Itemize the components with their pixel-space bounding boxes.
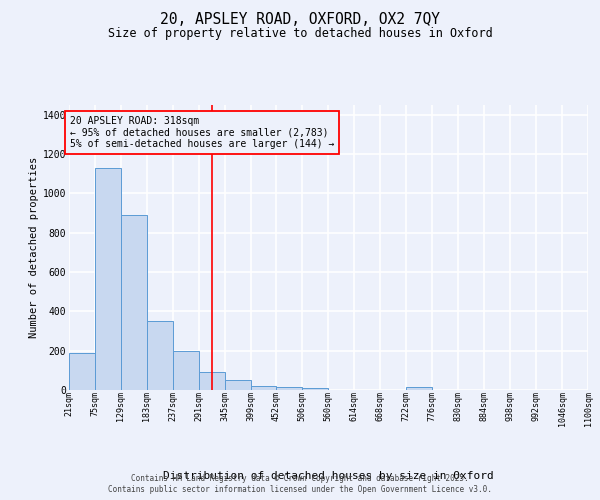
Bar (406, 387, 432, 390)
Y-axis label: Number of detached properties: Number of detached properties (29, 157, 38, 338)
Bar (251, 386, 277, 390)
Text: Contains HM Land Registry data © Crown copyright and database right 2025.
Contai: Contains HM Land Registry data © Crown c… (108, 474, 492, 494)
Bar (95, 168, 121, 390)
Text: Size of property relative to detached houses in Oxford: Size of property relative to detached ho… (107, 28, 493, 40)
Bar (277, 387, 302, 390)
Bar (69, 352, 95, 390)
Bar (225, 380, 251, 390)
Bar (173, 350, 199, 390)
X-axis label: Distribution of detached houses by size in Oxford: Distribution of detached houses by size … (163, 471, 494, 481)
Text: 20 APSLEY ROAD: 318sqm
← 95% of detached houses are smaller (2,783)
5% of semi-d: 20 APSLEY ROAD: 318sqm ← 95% of detached… (70, 116, 334, 149)
Bar (199, 372, 225, 390)
Text: 20, APSLEY ROAD, OXFORD, OX2 7QY: 20, APSLEY ROAD, OXFORD, OX2 7QY (160, 12, 440, 28)
Bar (302, 388, 328, 390)
Bar (147, 321, 173, 390)
Bar (121, 215, 147, 390)
